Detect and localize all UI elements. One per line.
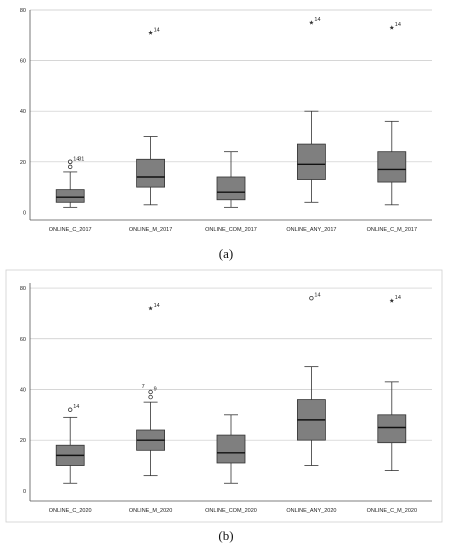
y-tick-label: 80 <box>20 8 26 14</box>
y-tick-label: 20 <box>20 438 26 444</box>
chart-b-frame <box>5 269 443 523</box>
x-tick-label: ONLINE_COM_2017 <box>205 227 257 233</box>
box-0 <box>55 171 85 208</box>
outlier-star <box>309 20 314 25</box>
y-tick-label: 60 <box>20 337 26 343</box>
outlier-label: 9 <box>154 387 157 393</box>
outlier-circle <box>67 407 73 412</box>
iqr-box <box>136 158 166 188</box>
y-tick-label: 40 <box>20 109 26 115</box>
outlier-label: 14 <box>154 27 160 33</box>
outlier-label: 7 <box>142 384 145 390</box>
iqr-box <box>377 414 407 444</box>
x-tick-label: ONLINE_COM_2020 <box>205 508 257 514</box>
box-3 <box>296 366 326 466</box>
outlier-label: 14 <box>395 22 401 28</box>
x-tick-label: ONLINE_C_2020 <box>49 508 92 514</box>
iqr-box <box>216 434 246 464</box>
y-tick-label: 20 <box>20 160 26 166</box>
box-4 <box>377 381 407 471</box>
y-tick-label: 60 <box>20 59 26 65</box>
x-tick-label: ONLINE_C_2017 <box>49 227 92 233</box>
outlier-label: 14 <box>73 156 79 162</box>
y-tick-label: 0 <box>23 210 26 216</box>
outlier-star <box>389 25 395 30</box>
iqr-box <box>377 151 407 183</box>
iqr-box <box>296 143 326 180</box>
y-tick-label: 0 <box>23 489 26 495</box>
outlier-star <box>389 298 395 303</box>
outlier-circle <box>67 159 73 165</box>
box-2 <box>216 414 246 484</box>
box-2 <box>216 151 246 208</box>
outlier-label: 14 <box>314 293 320 299</box>
outlier-circle <box>67 164 73 170</box>
x-tick-label: ONLINE_C_M_2017 <box>367 227 417 233</box>
x-tick-label: ONLINE_C_M_2020 <box>367 508 417 514</box>
box-4 <box>377 120 407 206</box>
outlier-circle <box>148 389 153 395</box>
outlier-label: 31 <box>78 156 84 162</box>
box-0 <box>55 416 85 484</box>
chart-b: 0 20 40 60 80 ONLINE_C_2020 ONLINE_M_2020 ONLIN… <box>20 283 432 514</box>
outlier-label: 14 <box>73 404 79 410</box>
outlier-circle <box>309 296 314 301</box>
outlier-circle <box>148 394 153 400</box>
outlier-label: 14 <box>314 17 320 23</box>
iqr-box <box>55 189 85 203</box>
caption-b: (b) <box>218 528 233 543</box>
x-tick-label: ONLINE_ANY_2020 <box>286 508 336 514</box>
box-1 <box>136 401 166 477</box>
y-tick-label: 80 <box>20 286 26 292</box>
outlier-label: 14 <box>395 295 401 301</box>
x-tick-label: ONLINE_M_2020 <box>129 508 172 514</box>
chart-a: 0 20 40 60 80 ONLINE_C_2017 ONLINE_M_2017 ONLIN… <box>20 8 432 233</box>
caption-a: (a) <box>219 246 233 261</box>
box-3 <box>296 110 326 203</box>
iqr-box <box>216 176 246 201</box>
outlier-star <box>148 30 153 35</box>
box-1 <box>136 136 166 206</box>
outlier-star <box>148 305 153 311</box>
x-tick-label: ONLINE_ANY_2017 <box>286 227 336 233</box>
outlier-label: 14 <box>154 303 160 309</box>
x-tick-label: ONLINE_M_2017 <box>129 227 172 233</box>
y-tick-label: 40 <box>20 387 26 393</box>
